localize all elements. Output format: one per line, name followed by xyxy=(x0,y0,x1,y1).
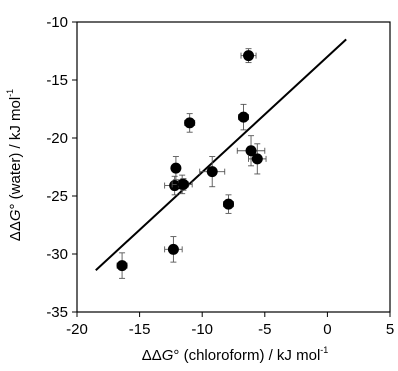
x-tick-label: -5 xyxy=(258,321,271,338)
y-tick-label: -20 xyxy=(46,130,68,147)
plot-frame xyxy=(76,21,391,313)
data-point xyxy=(170,162,182,174)
plot-area: -20 -15 -10 -5 0 5 -35 -30 -25 -20 -15 -10 xyxy=(46,14,394,338)
fit-line xyxy=(95,38,347,271)
data-point xyxy=(222,198,234,210)
data-point xyxy=(116,260,128,272)
data-point xyxy=(245,145,257,157)
y-tick-label: -15 xyxy=(46,72,68,89)
x-tick-label: 5 xyxy=(386,321,394,338)
data-point xyxy=(177,178,189,190)
y-tick-label: -25 xyxy=(46,188,68,205)
data-point xyxy=(184,117,196,129)
x-tick-label: -15 xyxy=(129,321,151,338)
data-point xyxy=(206,166,218,178)
x-axis-title: ΔΔG° (chloroform) / kJ mol-1 xyxy=(142,345,329,364)
data-point xyxy=(238,111,250,123)
x-tick-label: 0 xyxy=(323,321,331,338)
data-point xyxy=(243,50,255,62)
y-tick-label: -35 xyxy=(46,304,68,321)
x-tick-label: -10 xyxy=(191,321,213,338)
data-point xyxy=(251,153,263,165)
y-tick-label: -10 xyxy=(46,14,68,31)
y-tick-label: -30 xyxy=(46,246,68,263)
x-tick-label: -20 xyxy=(66,321,88,338)
data-point xyxy=(167,243,179,255)
y-axis-title: ΔΔG° (water) / kJ mol-1 xyxy=(5,89,24,241)
